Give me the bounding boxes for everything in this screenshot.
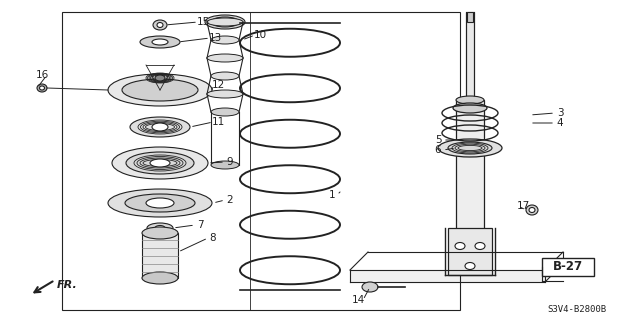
- Bar: [467, 12, 473, 22]
- Ellipse shape: [125, 194, 195, 212]
- Text: 6: 6: [435, 145, 442, 155]
- Ellipse shape: [220, 19, 230, 25]
- Ellipse shape: [140, 36, 180, 48]
- Ellipse shape: [122, 79, 198, 101]
- Ellipse shape: [211, 17, 239, 27]
- Ellipse shape: [455, 242, 465, 249]
- Bar: [448, 228, 492, 275]
- Text: 16: 16: [35, 70, 49, 80]
- Ellipse shape: [153, 20, 167, 30]
- Ellipse shape: [529, 207, 535, 212]
- Ellipse shape: [205, 15, 245, 29]
- Ellipse shape: [207, 18, 243, 26]
- Bar: [456, 100, 484, 245]
- Bar: [62, 12, 460, 310]
- Ellipse shape: [362, 282, 378, 292]
- Ellipse shape: [147, 223, 173, 233]
- Text: 15: 15: [196, 17, 210, 27]
- Ellipse shape: [448, 142, 492, 154]
- Ellipse shape: [142, 272, 178, 284]
- Text: 12: 12: [211, 80, 225, 90]
- Ellipse shape: [211, 161, 239, 169]
- Ellipse shape: [130, 117, 190, 137]
- Ellipse shape: [108, 74, 212, 106]
- Ellipse shape: [157, 23, 163, 27]
- Bar: [142, 233, 178, 278]
- Text: 7: 7: [196, 220, 204, 230]
- Ellipse shape: [438, 139, 502, 157]
- Ellipse shape: [40, 86, 45, 90]
- Text: 17: 17: [516, 201, 530, 211]
- Ellipse shape: [475, 242, 485, 249]
- Ellipse shape: [155, 75, 165, 81]
- Text: 5: 5: [435, 135, 442, 145]
- Polygon shape: [350, 270, 545, 282]
- Text: FR.: FR.: [57, 280, 77, 290]
- Text: 1: 1: [329, 190, 335, 200]
- Text: 13: 13: [209, 33, 221, 43]
- Ellipse shape: [211, 36, 239, 44]
- Text: B-27: B-27: [553, 261, 583, 273]
- Bar: [542, 258, 594, 276]
- Text: 10: 10: [253, 30, 267, 40]
- Text: 2: 2: [227, 195, 234, 205]
- Ellipse shape: [155, 226, 165, 231]
- Text: 8: 8: [210, 233, 216, 243]
- Ellipse shape: [108, 189, 212, 217]
- Ellipse shape: [526, 205, 538, 215]
- Ellipse shape: [456, 241, 484, 249]
- Ellipse shape: [211, 72, 239, 80]
- Ellipse shape: [126, 152, 194, 174]
- Ellipse shape: [152, 39, 168, 45]
- Bar: [466, 12, 474, 105]
- Ellipse shape: [207, 54, 243, 62]
- Ellipse shape: [211, 108, 239, 116]
- Ellipse shape: [150, 159, 170, 167]
- Ellipse shape: [37, 84, 47, 92]
- Ellipse shape: [142, 227, 178, 239]
- Ellipse shape: [465, 263, 475, 270]
- Ellipse shape: [207, 90, 243, 98]
- Ellipse shape: [112, 147, 208, 179]
- Text: 3: 3: [557, 108, 563, 118]
- Text: 4: 4: [557, 118, 563, 128]
- Ellipse shape: [453, 103, 487, 113]
- Text: S3V4-B2800B: S3V4-B2800B: [547, 306, 607, 315]
- Text: 9: 9: [227, 157, 234, 167]
- Text: 11: 11: [211, 117, 225, 127]
- Ellipse shape: [146, 198, 174, 208]
- Ellipse shape: [152, 123, 168, 131]
- Text: 14: 14: [351, 295, 365, 305]
- Ellipse shape: [456, 96, 484, 104]
